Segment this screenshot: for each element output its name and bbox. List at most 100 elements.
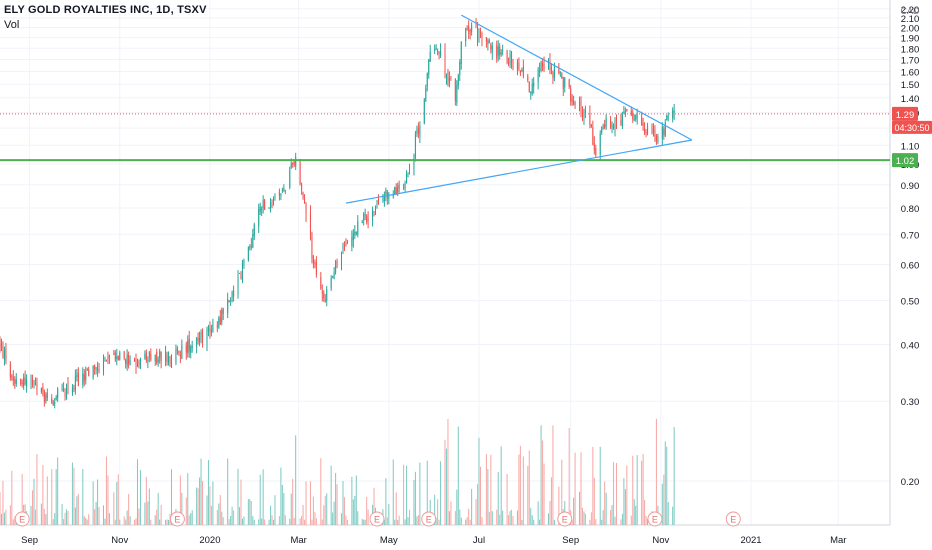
candle-body <box>542 63 544 67</box>
volume-bar <box>299 518 301 525</box>
volume-bar <box>615 463 618 525</box>
volume-bar <box>311 519 313 525</box>
candle-body <box>119 352 121 360</box>
candle-body <box>42 386 44 392</box>
candle-body <box>52 402 54 406</box>
candle-body <box>579 101 581 106</box>
candle-body <box>417 128 419 134</box>
candle-body <box>407 172 409 174</box>
candle-body <box>590 124 592 128</box>
candle-body <box>139 357 141 366</box>
candle-body <box>491 46 493 52</box>
volume-bar <box>673 426 675 525</box>
candle-body <box>397 187 399 193</box>
volume-bar <box>611 505 613 525</box>
candle-body <box>200 332 202 338</box>
candle-body <box>199 337 201 342</box>
volume-bar <box>434 494 436 525</box>
volume-bar <box>561 459 563 525</box>
y-tick-label: 0.50 <box>901 297 920 308</box>
volume-bar <box>395 492 397 525</box>
candle-body <box>500 52 502 55</box>
volume-bar <box>292 478 294 525</box>
candle-body <box>179 355 181 357</box>
candle-body <box>651 126 653 131</box>
volume-bar <box>188 515 190 525</box>
candle-body <box>340 252 343 264</box>
volume-bar <box>197 488 199 525</box>
volume-bar <box>119 519 121 525</box>
candle-body <box>372 209 374 221</box>
candle-body <box>83 374 85 382</box>
candle-body <box>499 46 501 56</box>
y-tick-label: 0.90 <box>901 181 920 192</box>
candle-body <box>502 49 504 51</box>
y-tick-label: 1.80 <box>901 44 920 55</box>
volume-bar <box>305 481 307 525</box>
candle-body <box>599 133 601 155</box>
volume-bar <box>0 492 1 525</box>
volume-bar <box>539 519 541 525</box>
volume-bar <box>71 462 73 525</box>
volume-bar <box>157 492 159 525</box>
candle-body <box>302 192 304 198</box>
candle-body <box>440 49 442 56</box>
volume-bar <box>460 517 462 525</box>
candle-body <box>243 260 245 266</box>
volume-bar <box>249 499 251 525</box>
volume-bar <box>621 513 623 525</box>
volume-bar <box>511 509 513 525</box>
y-tick-label: 0.80 <box>901 204 920 215</box>
candle-body <box>636 115 638 117</box>
volume-bar <box>82 469 84 525</box>
candle-body <box>104 358 106 362</box>
candle-body <box>168 356 170 362</box>
candle-body <box>485 37 487 42</box>
volume-bar <box>530 507 532 525</box>
volume-bar <box>312 496 314 525</box>
volume-bar <box>212 481 214 525</box>
volume-bar <box>363 519 365 525</box>
volume-bar <box>481 517 483 525</box>
volume-bar <box>593 477 595 525</box>
volume-bar <box>3 512 5 525</box>
volume-bar <box>241 518 243 525</box>
volume-bar <box>321 519 323 525</box>
candle-body <box>549 61 551 69</box>
volume-bar <box>454 511 456 525</box>
volume-bar <box>30 505 32 525</box>
volume-bar <box>601 519 603 525</box>
volume-bar <box>126 510 128 525</box>
candle-body <box>342 243 344 252</box>
volume-label: Vol <box>4 19 20 31</box>
candle-body <box>645 131 647 134</box>
candle-body <box>403 187 405 189</box>
candle-body <box>117 355 119 361</box>
candle-body <box>355 232 357 234</box>
earnings-marker-label: E <box>652 515 658 525</box>
volume-bar <box>105 456 107 525</box>
volume-bar <box>264 519 266 525</box>
candle-body <box>512 61 514 69</box>
candle-body <box>630 110 632 115</box>
volume-bar <box>293 517 295 525</box>
volume-bar <box>614 516 616 525</box>
candle-body <box>450 79 452 81</box>
candle-body <box>206 329 208 343</box>
volume-bar <box>221 511 223 525</box>
volume-bar <box>417 515 419 525</box>
volume-bar <box>190 513 192 525</box>
volume-bar <box>156 509 158 525</box>
candle-body <box>250 245 252 247</box>
earnings-marker-label: E <box>374 515 380 525</box>
candle-body <box>361 221 363 223</box>
price-axis <box>890 0 932 550</box>
candle-body <box>15 379 17 385</box>
volume-bar <box>238 507 241 525</box>
volume-bar <box>438 519 440 525</box>
candle-body <box>114 352 116 360</box>
volume-bar <box>642 453 644 525</box>
candle-body <box>230 299 232 301</box>
volume-bar <box>573 497 575 525</box>
candle-body <box>571 99 573 103</box>
